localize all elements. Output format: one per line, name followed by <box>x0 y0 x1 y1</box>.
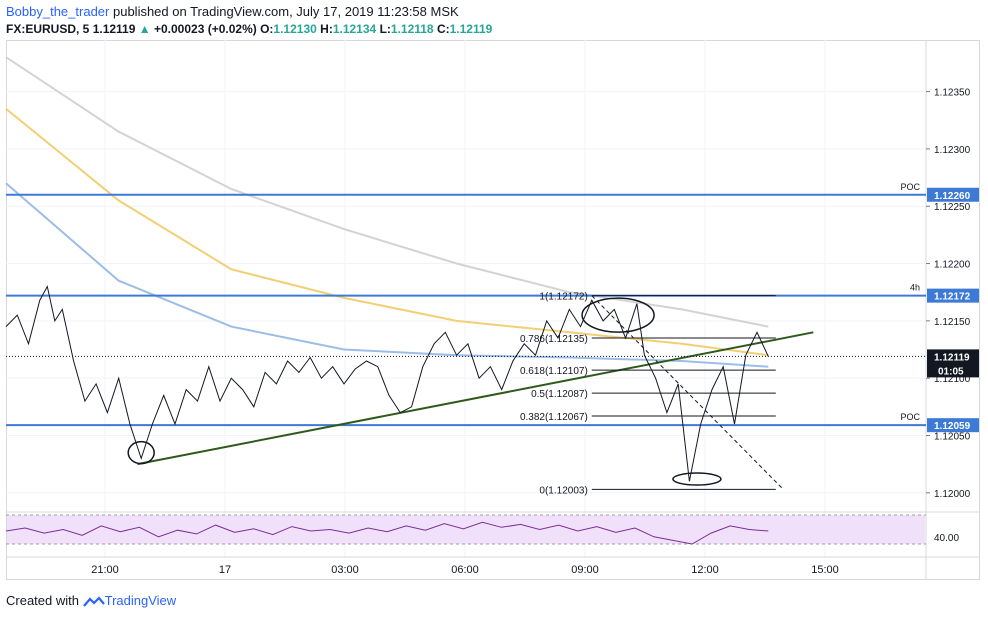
fib-diagonal-line <box>591 295 784 490</box>
y-tick-label: 1.12150 <box>934 317 971 328</box>
low-label: L: <box>379 22 391 36</box>
rsi-line <box>5 521 769 545</box>
chart-frame[interactable] <box>6 40 980 580</box>
fib-level-label: 0.382(1.12067) <box>520 412 588 423</box>
fib-level-label: 0(1.12003) <box>539 485 587 496</box>
x-tick-label: 12:00 <box>691 564 719 576</box>
author-link[interactable]: Bobby_the_trader <box>6 4 110 19</box>
created-with-text: Created with <box>6 593 79 608</box>
high-label: H: <box>320 22 333 36</box>
y-tick-label: 1.12350 <box>934 88 971 99</box>
last-price-tag <box>927 349 979 378</box>
tradingview-logo-icon <box>82 595 105 607</box>
fib-level-label: 1(1.12172) <box>539 292 587 303</box>
level-price-tag <box>927 418 979 433</box>
y-tick-label: 1.12100 <box>934 374 971 385</box>
fib-level-label: 0.618(1.12107) <box>520 366 588 377</box>
drawn-circle <box>127 440 155 465</box>
level-price-label: 1.12172 <box>934 292 971 303</box>
open-value: 1.12130 <box>273 22 317 36</box>
y-tick-label: 1.12000 <box>934 489 971 500</box>
x-tick-label: 15:00 <box>811 564 839 576</box>
level-tag-label: 4h <box>910 283 920 293</box>
fib-level-label: 0.5(1.12087) <box>531 389 588 400</box>
ticker-last: 1.12119 <box>92 22 136 36</box>
close-label: C: <box>436 22 450 36</box>
x-tick-label: 03:00 <box>331 564 359 576</box>
moving-average-line <box>5 108 769 357</box>
y-tick-label: 1.12300 <box>934 145 971 156</box>
y-tick-label: 1.12050 <box>934 431 971 442</box>
level-price-label: 1.12059 <box>934 421 971 432</box>
level-price-label: 1.12260 <box>934 191 971 202</box>
chart-header: Bobby_the_trader published on TradingVie… <box>6 4 459 19</box>
y-tick-label: 1.12200 <box>934 260 971 271</box>
x-tick-label: 09:00 <box>571 564 599 576</box>
ticker-change: +0.00023 (+0.02%) <box>153 22 257 36</box>
trendline <box>137 331 814 466</box>
price-line <box>5 285 769 482</box>
level-price-tag <box>927 288 979 303</box>
level-tag-label: POC <box>900 182 920 192</box>
close-value: 1.12119 <box>449 22 493 36</box>
low-value: 1.12118 <box>390 22 434 36</box>
moving-average-line <box>5 56 769 328</box>
last-price-label: 1.12119 <box>934 352 970 363</box>
y-tick-label: 1.12250 <box>934 202 971 213</box>
x-tick-label: 17 <box>219 564 231 576</box>
drawn-circle <box>581 297 655 333</box>
tradingview-brand[interactable]: TradingView <box>104 593 177 608</box>
rsi-band <box>7 515 925 544</box>
fib-level-label: 0.786(1.12135) <box>520 334 588 345</box>
bar-countdown-label: 01:05 <box>938 366 964 377</box>
x-tick-label: 06:00 <box>451 564 479 576</box>
high-value: 1.12134 <box>332 22 377 36</box>
open-label: O: <box>260 22 274 36</box>
ticker-symbol: FX:EURUSD, 5 <box>6 22 90 36</box>
level-price-tag <box>927 187 979 202</box>
ticker-info: FX:EURUSD, 5 1.12119 ▲ +0.00023 (+0.02%)… <box>6 22 492 36</box>
drawn-circle <box>672 472 722 486</box>
moving-average-line <box>5 182 769 368</box>
up-arrow-icon: ▲ <box>138 22 151 36</box>
rsi-tick-label: 40.00 <box>934 533 959 544</box>
footer: Created with TradingView <box>6 593 176 609</box>
level-tag-label: POC <box>900 412 920 422</box>
published-text: published on TradingView.com, July 17, 2… <box>112 4 459 19</box>
x-tick-label: 21:00 <box>91 564 119 576</box>
